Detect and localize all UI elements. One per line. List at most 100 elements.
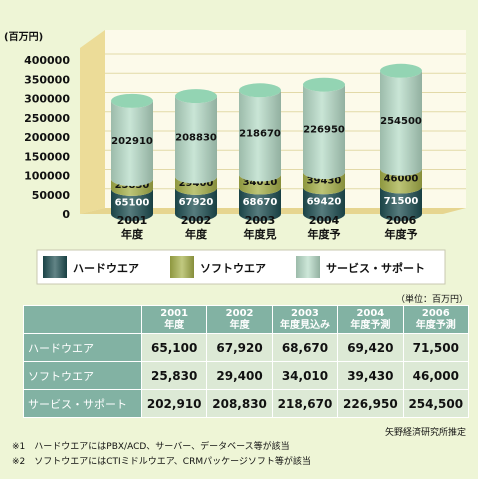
bar-2-2003 [239,90,281,182]
table-cell: 202,910 [140,389,208,418]
table-header-2002: 2002 年度 [206,305,273,334]
source-credit: 矢野経済研究所推定 [384,428,466,438]
x-tick-suffix: 年度見 [244,227,277,241]
x-tick-year: 2006 [386,214,417,227]
bar-0-2004 [303,187,345,221]
legend-label: ハードウエア [73,262,139,275]
x-tick-year: 2002 [181,214,212,227]
table-cell: 67,920 [206,333,273,362]
x-tick-year: 2004 [309,214,340,227]
y-tick-label: 350000 [24,73,70,86]
data-table: 2001 年度 2002 年度 2003 年度見込み 2004 年度予測 2006 年度予… [23,305,470,418]
table-cell: 218,670 [271,389,339,418]
table-cell: 68,670 [271,333,339,362]
cylinder-2003: 68670 34010 218670 [239,83,281,221]
bar-1-2006 [380,168,422,194]
data-label: 208830 [175,132,217,143]
row-label: ハードウエア [23,333,142,362]
y-tick-label: 400000 [24,54,70,67]
data-label: 226950 [303,124,345,135]
cylinder-top-cap [239,83,281,98]
legend-swatch [43,256,67,278]
legend-box [36,249,446,285]
data-label: 39430 [307,176,342,187]
data-label: 218670 [239,128,281,139]
table-row-software: ソフトウエア 25,830 29,400 34,010 39,430 46,00… [23,361,470,390]
table-corner-cell [23,305,142,334]
cylinder-2001: 6510025830202910 [111,93,153,221]
legend-label: サービス・サポート [326,261,425,275]
footnote-2: ※2 ソフトウエアにはCTIミドルウエア、CRMパッケージソフト等が該当 [12,457,311,467]
table-header-row: 2001 年度 2002 年度 2003 年度見込み 2004 年度予測 2006 年度予… [23,305,470,334]
legend-label: ソフトウエア [200,262,266,275]
table-unit-note: （単位：百万円） [395,295,468,305]
table-cell: 29,400 [206,361,273,390]
row-label: サービス・サポート [23,389,142,418]
y-tick-label: 100000 [24,170,70,183]
cylinder-2006: 71500 46000 254500 [380,63,422,221]
bar-0-2002 [175,187,217,221]
legend-item-2: サービス・サポート [296,256,425,278]
bar-0-2003 [239,187,281,221]
y-tick-label: 300000 [24,93,70,106]
legend-swatch [170,256,194,278]
table-header-2001: 2001 年度 [140,305,208,334]
table-row-hardware: ハードウエア 65,100 67,920 68,670 69,420 71,50… [23,333,470,362]
data-label: 29400 [179,178,214,189]
table-cell: 254,500 [402,389,470,418]
data-label: 202910 [111,136,153,147]
table-cell: 46,000 [402,361,470,390]
legend-item-0: ハードウエア [43,256,139,278]
table-header-2006: 2006 年度予測 [402,305,470,334]
footnote-1: ※1 ハードウエアにはPBX/ACD、サーバー、データベース等が該当 [12,442,290,452]
y-axis-ticks: 400000 350000 300000 250000 200000 150000 1000… [24,54,70,221]
x-tick-suffix: 年度予 [385,227,418,241]
table-cell: 25,830 [140,361,208,390]
legend: ハードウエア ソフトウエア サービス・サポート [43,256,425,278]
x-tick-suffix: 年度 [121,227,144,241]
x-tick-year: 2001 [117,214,148,227]
table-row-service: サービス・サポート 202,910 208,830 218,670 226,95… [23,389,470,418]
x-tick-suffix: 年度予 [308,227,341,241]
bar-2-2002 [175,96,217,184]
bar-1-2004 [303,172,345,195]
table-cell: 71,500 [402,333,470,362]
y-tick-label: 150000 [24,150,70,163]
table-cell: 69,420 [337,333,404,362]
cylinder-2004: 69420 39430 226950 [303,77,345,221]
cylinder-top-cap [175,89,217,104]
y-tick-label: 50000 [32,189,71,202]
data-label: 67920 [179,197,214,208]
bar-1-2001 [111,178,153,196]
table-header-2004: 2004 年度予測 [337,305,404,334]
table-cell: 39,430 [337,361,404,390]
bars: 6510025830202910 67920 29400 208830 68670 340… [111,63,422,221]
legend-swatch [296,256,320,278]
cylinder-2002: 67920 29400 208830 [175,89,217,221]
cylinder-top-cap [380,63,422,78]
y-axis-unit: (百万円) [4,31,43,43]
data-label: 69420 [307,197,342,208]
table-cell: 226,950 [337,389,404,418]
table-cell: 65,100 [140,333,208,362]
data-label: 46000 [384,174,419,185]
table-cell: 208,830 [206,389,273,418]
bar-1-2003 [239,174,281,195]
bar-2-2006 [380,70,422,176]
table-header-2003: 2003 年度見込み [271,305,339,334]
y-tick-label: 200000 [24,131,70,144]
data-label: 254500 [380,116,422,127]
cylinder-top-cap [303,77,345,92]
row-label: ソフトウエア [23,361,142,390]
bar-2-2001 [111,100,153,186]
bar-0-2006 [380,186,422,221]
bar-0-2001 [111,188,153,221]
cylinder-top-cap [111,93,153,108]
x-tick-year: 2003 [245,214,276,227]
y-tick-label: 0 [62,208,70,221]
stacked-cylinder-chart: (百万円) 400000 350000 300000 250000 200000 1500… [4,30,466,285]
bar-1-2002 [175,176,217,195]
bar-2-2004 [303,84,345,180]
table-cell: 34,010 [271,361,339,390]
